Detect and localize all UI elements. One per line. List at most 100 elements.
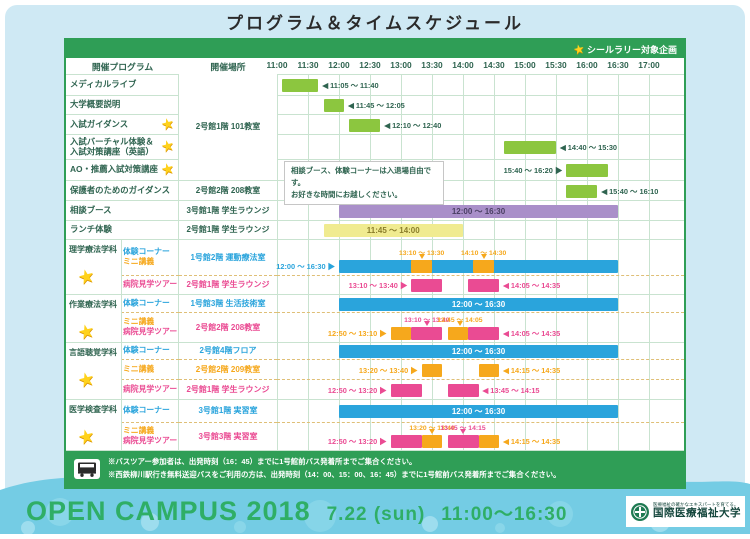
chart-row: 12:50 〜 13:20 ▶ ◀ 14:15 〜 14:35 13:20 〜 13… bbox=[277, 423, 684, 451]
chart-row: ◀ 14:40 〜 15:30 bbox=[277, 135, 684, 160]
department-name: 医学検査学科 bbox=[69, 405, 117, 414]
gantt-bar-orange bbox=[473, 260, 494, 273]
gantt-bar-green bbox=[566, 164, 608, 177]
program-name: AO・推薦入試対策講座 bbox=[70, 164, 158, 175]
bar-time-label: 12:50 〜 13:20 ▶ bbox=[327, 437, 387, 446]
gantt-bar-pink bbox=[468, 279, 500, 292]
subprogram-name: 体験コーナー bbox=[123, 405, 170, 415]
university-tagline: 医療福祉の確かなエキスパートを育てる。 bbox=[653, 502, 739, 508]
bar-time-label: ◀ 15:40 〜 16:10 bbox=[601, 187, 659, 196]
column-header-place: 開催場所 bbox=[210, 62, 246, 72]
chart-row: 12:00 〜 16:30 bbox=[277, 400, 684, 423]
program-name: 相談ブース bbox=[70, 204, 112, 215]
gantt-bar-orange bbox=[421, 435, 443, 448]
time-tick: 14:30 bbox=[483, 60, 505, 70]
gantt-bar-pink bbox=[390, 384, 422, 397]
subprogram-name: ミニ講義 bbox=[123, 257, 155, 267]
bar-time-label: ◀ 14:40 〜 15:30 bbox=[560, 143, 618, 152]
sticker-rally-star-icon: ★ bbox=[573, 43, 586, 57]
department-name: 作業療法学科 bbox=[69, 300, 117, 309]
gantt-bar-pink bbox=[468, 327, 500, 340]
program-name: ランチ体験 bbox=[70, 224, 112, 235]
sticker-rally-star-icon: ★ bbox=[75, 425, 98, 450]
gantt-bar-pink bbox=[411, 327, 443, 340]
gantt-bar-green bbox=[504, 141, 556, 154]
bar-time-label: 13:10 〜 13:40 ▶ bbox=[348, 281, 408, 290]
subprogram-labels: 病院見学ツアー bbox=[123, 384, 177, 394]
subprogram-cell: ミニ講義 病院見学ツアー bbox=[121, 423, 179, 451]
bus-icon bbox=[74, 459, 100, 484]
gantt-bar-orange bbox=[478, 435, 500, 448]
subprogram-cell: 体験コーナー bbox=[121, 343, 179, 360]
subprogram-cell: 体験コーナー bbox=[121, 400, 179, 423]
time-tick: 12:00 bbox=[328, 60, 350, 70]
program-cell: ランチ体験 bbox=[66, 221, 179, 240]
program-cell: 保護者のためのガイダンス bbox=[66, 181, 179, 201]
chart-row: 12:50 〜 13:20 ▶ ◀ 13:45 〜 14:15 bbox=[277, 380, 684, 400]
time-tick: 15:00 bbox=[514, 60, 536, 70]
subprogram-cell: ミニ講義 bbox=[121, 360, 179, 380]
department-cell: 作業療法学科 ★ bbox=[66, 295, 121, 345]
bar-time-label-above: 13:20 〜 13:40 bbox=[409, 425, 455, 432]
chart-row: ◀ 15:40 〜 16:10 bbox=[277, 181, 684, 201]
pointer-triangle-icon bbox=[418, 254, 425, 259]
program-cell: AO・推薦入試対策講座 ★ bbox=[66, 159, 179, 181]
department-subcolumn-divider bbox=[121, 240, 122, 451]
bar-time-label: ◀ 14:05 〜 14:35 bbox=[503, 329, 561, 338]
gantt-bar-orange bbox=[478, 364, 500, 377]
chart-row: 12:50 〜 13:10 ▶ ◀ 14:05 〜 14:35 13:10 〜 13… bbox=[277, 313, 684, 343]
subprogram-labels: 体験コーナー bbox=[123, 345, 170, 356]
grid-line-vertical bbox=[308, 74, 309, 451]
subprogram-cell: 病院見学ツアー bbox=[121, 380, 179, 400]
bar-time-label: 13:20 〜 13:40 ▶ bbox=[358, 366, 418, 375]
time-tick: 15:30 bbox=[545, 60, 567, 70]
place-cell: 2号館1階 学生ラウンジ bbox=[179, 380, 277, 400]
table-top-band: ★ シールラリー対象企画 bbox=[66, 40, 684, 58]
column-divider bbox=[178, 74, 179, 451]
pointer-triangle-icon bbox=[429, 429, 435, 434]
chart-row: 13:20 〜 13:40 ▶ ◀ 14:15 〜 14:35 bbox=[277, 360, 684, 380]
gantt-bar-green bbox=[282, 79, 319, 92]
program-cell: 大学概要説明 bbox=[66, 96, 179, 115]
place-cell: 3号館3階 実習室 bbox=[179, 423, 277, 451]
table-header-row: 開催プログラム 開催場所 11:00 11:30 12:00 12:30 13:00 13… bbox=[66, 58, 684, 75]
bar-time-label: ◀ 11:05 〜 11:40 bbox=[322, 81, 379, 90]
gantt-bar-pink bbox=[447, 384, 479, 397]
subprogram-name: 体験コーナー bbox=[123, 246, 170, 256]
bar-time-label: 12:50 〜 13:20 ▶ bbox=[327, 386, 387, 395]
sticker-rally-star-icon: ★ bbox=[75, 320, 98, 345]
subprogram-cell: 体験コーナー bbox=[121, 295, 179, 313]
gantt-bar-orange bbox=[447, 327, 469, 340]
sticker-rally-badge: ★ シールラリー対象企画 bbox=[573, 43, 677, 57]
time-tick: 12:30 bbox=[359, 60, 381, 70]
pointer-triangle-icon bbox=[480, 254, 487, 259]
gantt-bar-purple: 12:00 〜 16:30 bbox=[339, 205, 618, 218]
time-tick: 17:00 bbox=[638, 60, 660, 70]
department-name: 理学療法学科 bbox=[69, 245, 117, 254]
place-cell: 1号館2階 運動療法室 bbox=[179, 240, 277, 276]
subprogram-labels: 体験コーナー ミニ講義 bbox=[123, 246, 170, 268]
subprogram-labels: 病院見学ツアー bbox=[123, 280, 177, 290]
department-cell: 医学検査学科 ★ bbox=[66, 400, 121, 451]
sticker-rally-label: シールラリー対象企画 bbox=[586, 45, 677, 55]
subprogram-name: 体験コーナー bbox=[123, 298, 170, 308]
open-campus-title: OPEN CAMPUS 2018 bbox=[26, 496, 311, 526]
program-name: 保護者のためのガイダンス bbox=[70, 184, 170, 195]
gantt-bar-orange bbox=[421, 364, 443, 377]
bus-note-band: ※バスツアー参加者は、出発時刻（16：45）までに1号館前バス発着所までご集合く… bbox=[66, 451, 684, 487]
program-cell: 相談ブース bbox=[66, 201, 179, 221]
subprogram-labels: 体験コーナー bbox=[123, 405, 170, 416]
grid-line-vertical bbox=[618, 74, 619, 451]
place-cell-merged: 2号館1階 101教室 bbox=[179, 74, 277, 181]
university-emblem-icon bbox=[631, 502, 649, 521]
subprogram-name: 体験コーナー bbox=[123, 345, 170, 355]
gantt-bar-pink bbox=[447, 435, 479, 448]
free-entry-note-line-2: お好きな時間にお越しください。 bbox=[291, 189, 402, 199]
place-cell: 3号館1階 学生ラウンジ bbox=[179, 201, 277, 221]
pointer-triangle-icon bbox=[456, 321, 463, 326]
gantt-bar-green bbox=[323, 99, 345, 112]
time-tick: 16:30 bbox=[607, 60, 629, 70]
subprogram-cell: 病院見学ツアー bbox=[121, 276, 179, 295]
bar-time-label: ◀ 12:10 〜 12:40 bbox=[384, 121, 442, 130]
sticker-rally-star-icon: ★ bbox=[75, 265, 98, 290]
